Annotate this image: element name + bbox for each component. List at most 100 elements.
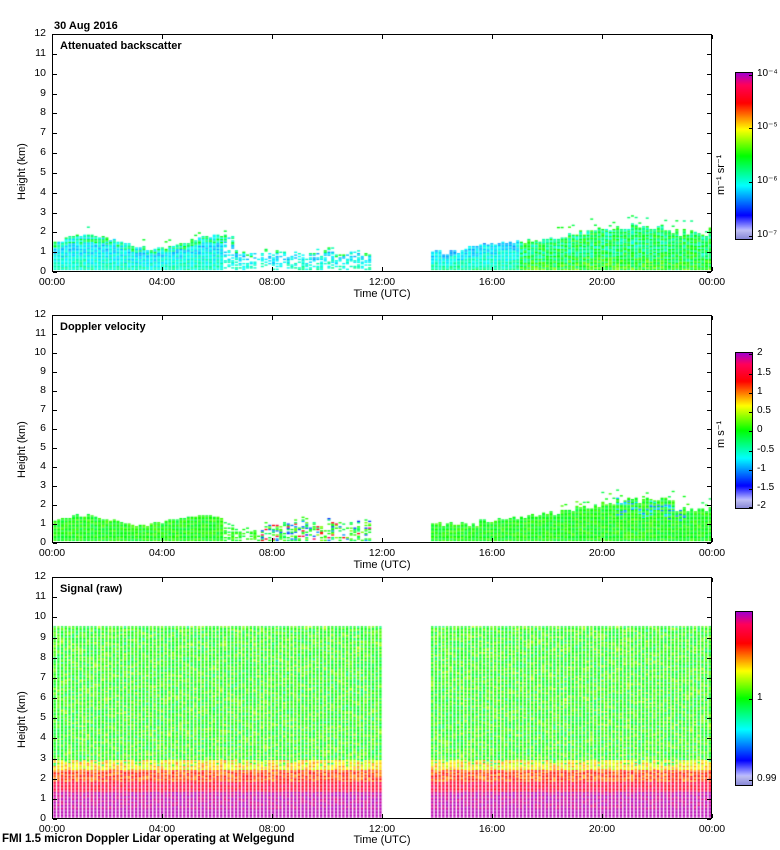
y-tick-mark <box>707 718 711 719</box>
colorbar-tick-mark <box>749 451 752 452</box>
y-tick-label: 2 <box>40 225 46 238</box>
x-tick-mark <box>382 814 383 818</box>
y-tick-mark <box>53 799 57 800</box>
y-tick-mark <box>53 718 57 719</box>
y-tick-mark <box>707 232 711 233</box>
y-tick-label: 7 <box>40 403 46 415</box>
x-tick-mark <box>382 35 383 39</box>
y-tick-mark <box>707 372 711 373</box>
x-tick-mark <box>162 538 163 542</box>
colorbar-tick-mark <box>749 780 752 781</box>
y-tick-mark <box>707 759 711 760</box>
x-tick-label: 04:00 <box>148 823 176 835</box>
x-tick-label: 08:00 <box>258 547 286 559</box>
plot-area-3 <box>52 577 712 819</box>
y-tick-mark <box>707 410 711 411</box>
y-tick-label: 2 <box>40 498 46 510</box>
x-tick-label: 20:00 <box>588 276 616 288</box>
colorbar-2 <box>735 352 753 509</box>
x-tick-mark <box>52 814 53 818</box>
y-tick-mark <box>707 74 711 75</box>
y-tick-label: 3 <box>40 479 46 491</box>
y-tick-label: 1 <box>40 517 46 529</box>
y-tick-label: 12 <box>34 27 46 39</box>
x-tick-mark <box>162 814 163 818</box>
y-tick-label: 6 <box>40 146 46 158</box>
x-tick-mark <box>52 578 53 582</box>
y-tick-mark <box>707 779 711 780</box>
y-tick-label: 8 <box>40 106 46 119</box>
x-tick-mark <box>712 814 713 818</box>
x-tick-mark <box>712 267 713 271</box>
y-tick-mark <box>707 486 711 487</box>
colorbar-tick-label: 0 <box>757 424 763 436</box>
y-tick-mark <box>53 113 57 114</box>
colorbar-tick-mark <box>749 412 752 413</box>
y-tick-mark <box>53 577 57 578</box>
y-tick-label: 9 <box>40 365 46 377</box>
x-tick-label: 00:00 <box>698 276 726 288</box>
x-tick-mark <box>272 814 273 818</box>
y-tick-mark <box>53 678 57 679</box>
x-tick-label: 16:00 <box>478 547 506 559</box>
y-tick-mark <box>53 698 57 699</box>
x-tick-label: 08:00 <box>258 823 286 835</box>
y-tick-mark <box>707 738 711 739</box>
x-tick-mark <box>492 814 493 818</box>
y-tick-mark <box>53 524 57 525</box>
x-tick-label: 08:00 <box>258 276 286 288</box>
x-tick-label: 00:00 <box>38 276 66 288</box>
y-tick-mark <box>53 467 57 468</box>
date-label: 30 Aug 2016 <box>54 20 118 32</box>
y-tick-mark <box>707 505 711 506</box>
plot-area-2 <box>52 315 712 543</box>
y-tick-label: 4 <box>40 185 46 198</box>
y-tick-mark <box>53 391 57 392</box>
y-tick-mark <box>53 232 57 233</box>
y-tick-mark <box>707 617 711 618</box>
colorbar-tick-label: 1.5 <box>757 366 771 378</box>
y-tick-mark <box>53 819 57 820</box>
x-tick-mark <box>602 35 603 39</box>
y-tick-mark <box>53 252 57 253</box>
colorbar-tick-mark <box>749 182 752 183</box>
plot-area-1 <box>52 34 712 272</box>
x-tick-mark <box>492 35 493 39</box>
y-tick-mark <box>53 543 57 544</box>
x-tick-label: 20:00 <box>588 547 616 559</box>
colorbar-tick-mark <box>749 699 752 700</box>
colorbar-tick-mark <box>749 236 752 237</box>
y-tick-label: 11 <box>35 46 46 59</box>
y-tick-label: 0 <box>40 536 46 548</box>
y-tick-label: 5 <box>40 165 46 178</box>
y-tick-mark <box>53 738 57 739</box>
y-tick-mark <box>707 133 711 134</box>
x-tick-mark <box>272 35 273 39</box>
y-tick-label: 10 <box>34 346 46 358</box>
y-tick-mark <box>707 819 711 820</box>
y-tick-mark <box>707 658 711 659</box>
y-tick-label: 3 <box>40 205 46 218</box>
x-tick-label: 12:00 <box>368 276 396 288</box>
y-tick-label: 12 <box>34 308 46 320</box>
y-tick-mark <box>53 334 57 335</box>
x-tick-mark <box>162 35 163 39</box>
x-axis-label-2: Time (UTC) <box>353 559 411 571</box>
x-tick-mark <box>602 267 603 271</box>
y-tick-mark <box>53 213 57 214</box>
y-tick-mark <box>53 353 57 354</box>
y-tick-label: 12 <box>34 570 46 582</box>
colorbar-tick-label: 10⁻⁷ <box>757 228 778 240</box>
y-tick-mark <box>53 372 57 373</box>
x-tick-mark <box>52 316 53 320</box>
x-tick-label: 00:00 <box>698 547 726 559</box>
x-tick-label: 00:00 <box>38 547 66 559</box>
y-tick-mark <box>707 391 711 392</box>
colorbar-tick-mark <box>749 489 752 490</box>
y-tick-label: 10 <box>34 610 46 623</box>
x-tick-label: 16:00 <box>478 823 506 835</box>
y-tick-mark <box>707 638 711 639</box>
x-tick-mark <box>162 267 163 271</box>
colorbar-gradient-1 <box>736 73 752 239</box>
x-tick-mark <box>712 578 713 582</box>
